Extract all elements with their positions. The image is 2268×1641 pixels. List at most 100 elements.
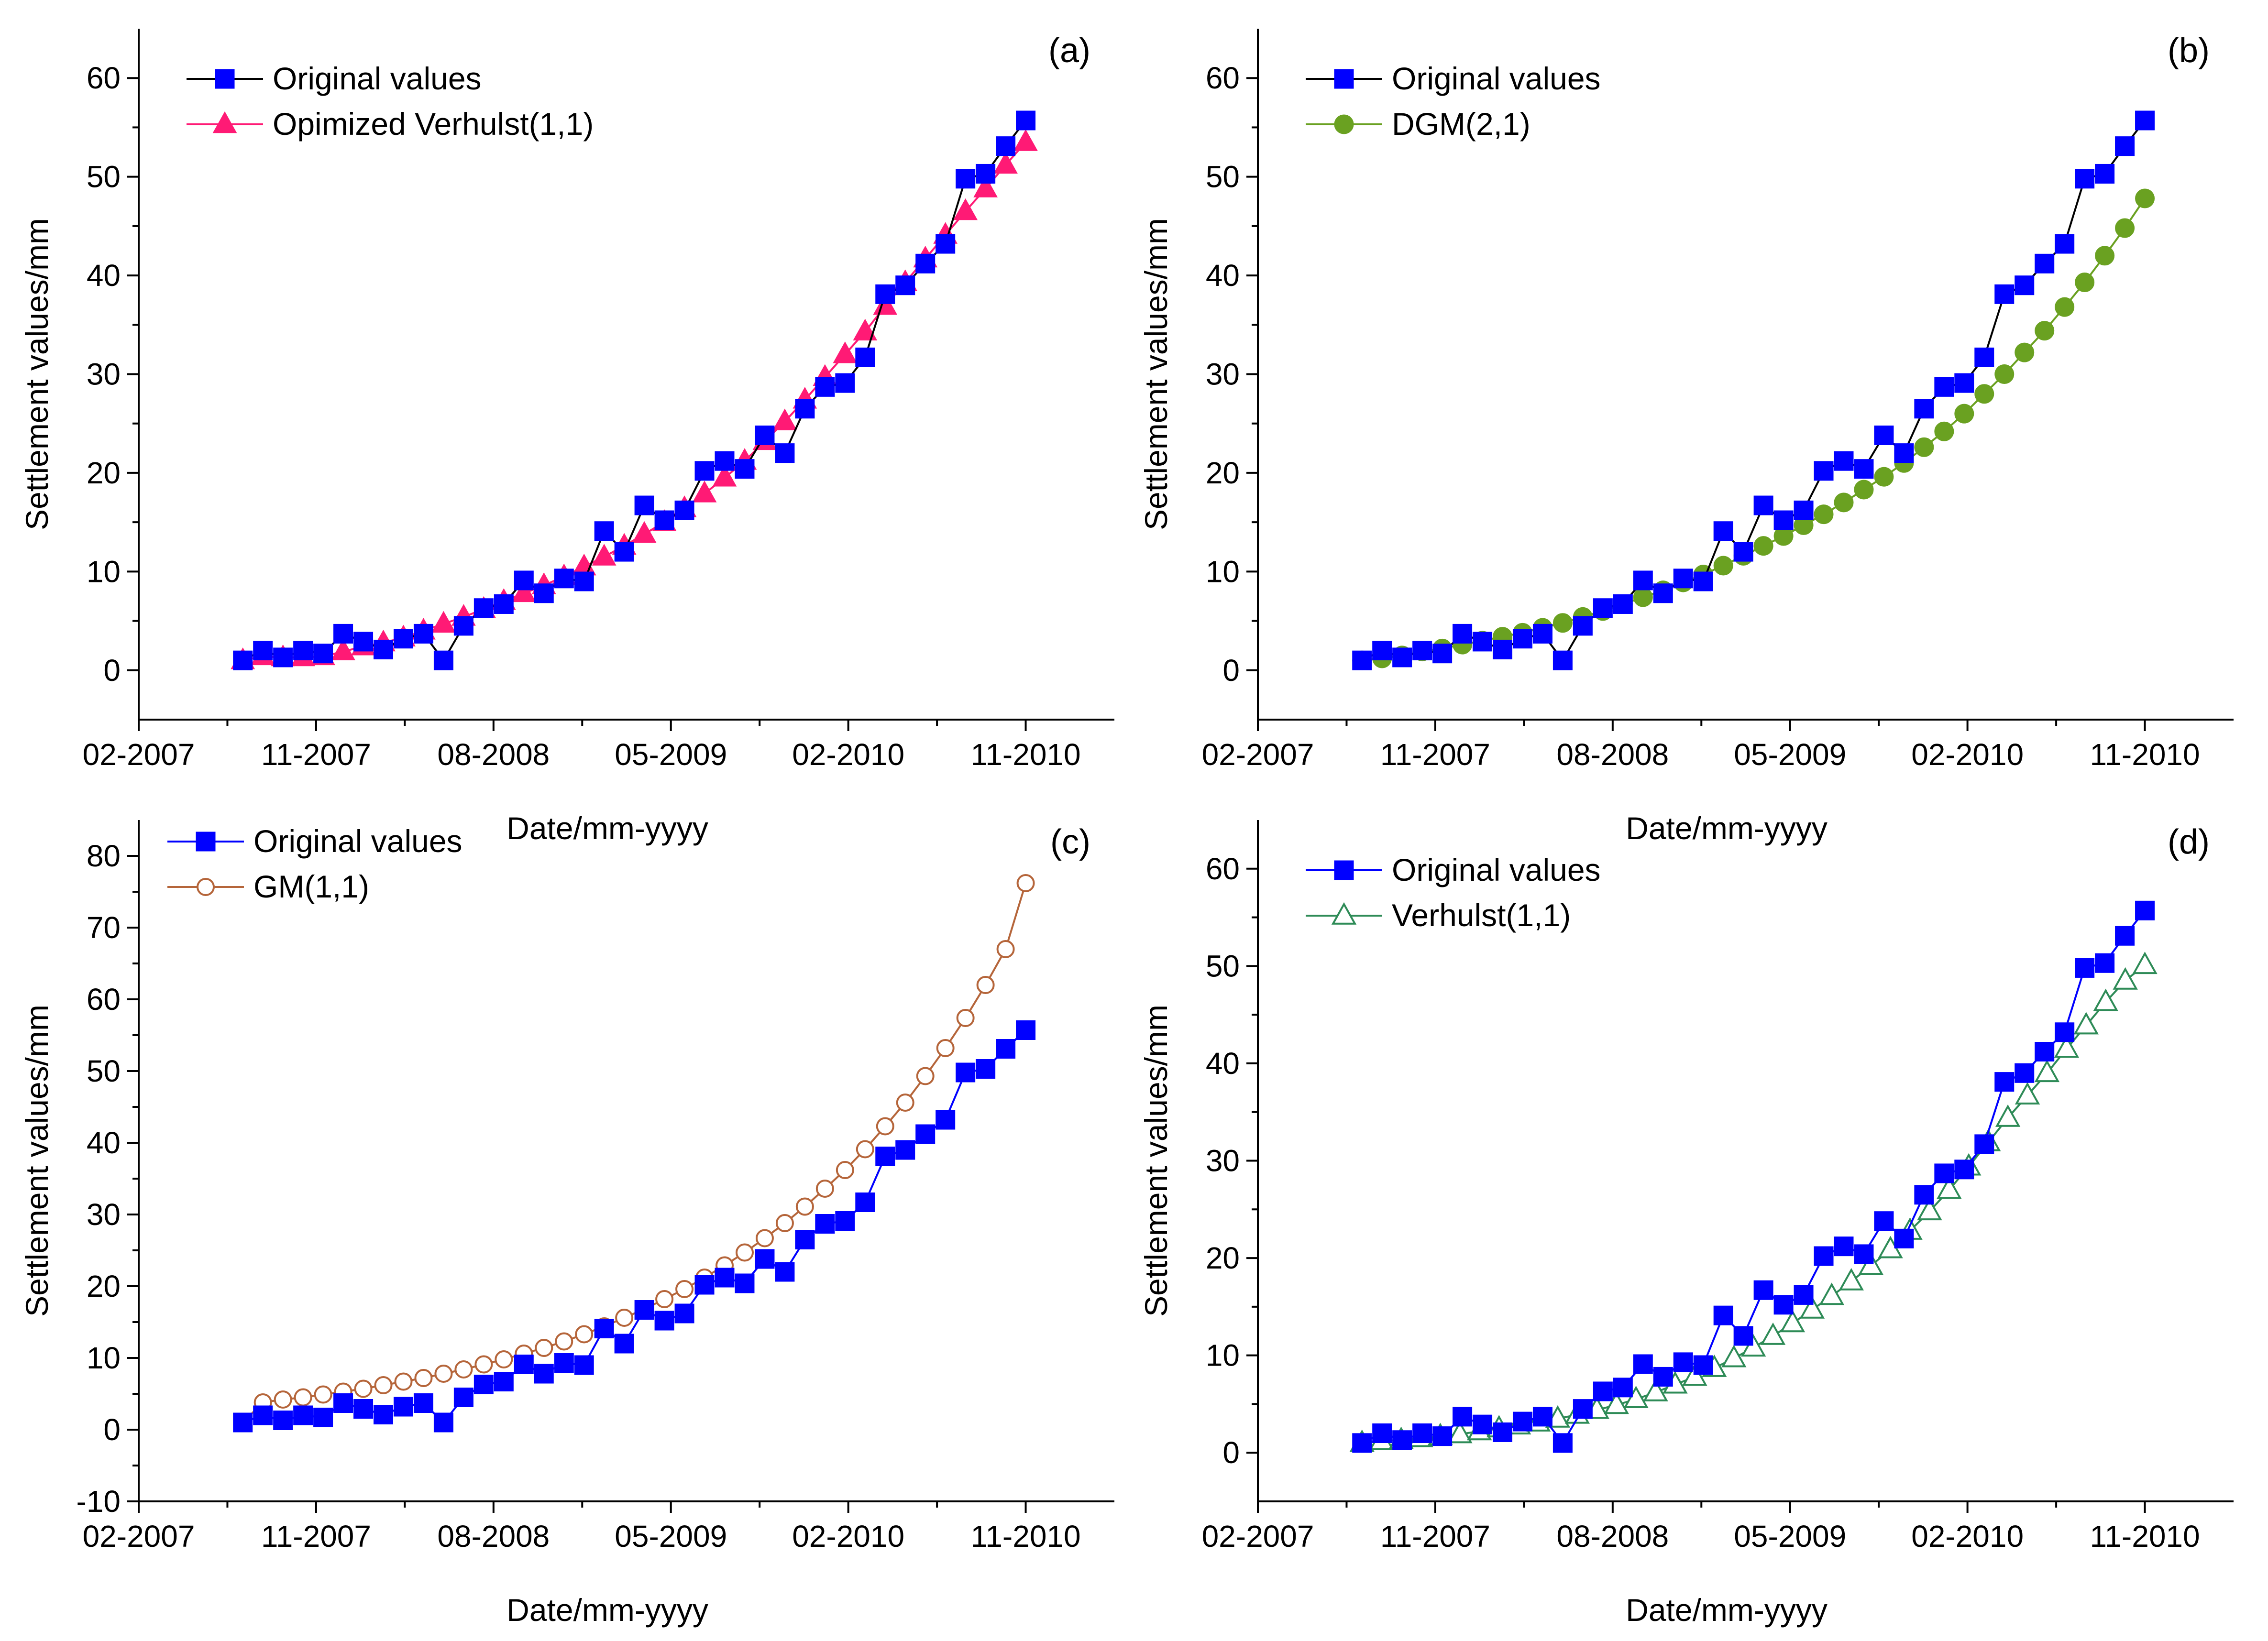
data-point [1917, 1198, 1942, 1221]
y-axis-title: Settlement values/mm [1138, 1005, 1174, 1317]
y-tick-label: 0 [103, 653, 121, 688]
data-point [1552, 650, 1573, 670]
data-point [715, 1268, 735, 1288]
y-tick-label: 50 [87, 1054, 121, 1088]
x-tick-label: 02-2007 [83, 1519, 195, 1553]
y-axis-title: Settlement values/mm [19, 218, 55, 530]
data-point [1613, 594, 1633, 614]
data-point [836, 1161, 854, 1179]
data-point [2115, 136, 2135, 156]
data-point [1974, 347, 1994, 367]
y-tick-label: 20 [1206, 1241, 1240, 1275]
data-point [956, 1062, 976, 1083]
data-point [875, 284, 895, 304]
data-point [1633, 587, 1653, 607]
data-point [1432, 644, 1453, 664]
data-point [936, 1039, 955, 1057]
legend-marker [196, 831, 216, 852]
data-point [1780, 1310, 1806, 1333]
series-line [1362, 197, 2146, 662]
x-tick-label: 11-2010 [2090, 1519, 2200, 1553]
data-point [1740, 1334, 1766, 1357]
data-point [1854, 459, 1874, 479]
x-axis-title: Date/mm-yyyy [506, 1592, 708, 1628]
data-point [1693, 1355, 1713, 1375]
x-tick-label: 11-2007 [261, 1519, 371, 1553]
data-point [594, 521, 614, 541]
data-point [354, 1379, 373, 1398]
data-point [1753, 495, 1773, 515]
data-point [996, 1039, 1016, 1059]
data-point [511, 580, 536, 602]
y-tick-label: 10 [1206, 1338, 1240, 1373]
data-point [694, 461, 715, 481]
data-point [674, 1303, 694, 1324]
series-line [242, 120, 1027, 662]
y-axis-title: Settlement values/mm [19, 1005, 55, 1317]
data-point [853, 318, 878, 341]
data-point [1814, 504, 1834, 525]
x-tick-label: 11-2007 [1380, 1519, 1490, 1553]
data-point [996, 940, 1015, 958]
data-point [1512, 1411, 1532, 1432]
data-point [1934, 377, 1954, 397]
data-point [1894, 443, 1914, 463]
data-point [2035, 321, 2055, 341]
data-point [1453, 624, 1473, 644]
data-point [1392, 647, 1412, 667]
data-point [2035, 1042, 2055, 1061]
y-tick-label: 20 [1206, 456, 1240, 490]
x-tick-label: 02-2010 [1911, 1519, 2024, 1553]
data-point [374, 1376, 393, 1394]
data-point [353, 1399, 374, 1419]
data-point [1874, 467, 1894, 487]
y-tick-label: 60 [1206, 61, 1240, 95]
data-point [795, 1230, 815, 1249]
data-point [1352, 650, 1372, 670]
data-point [313, 644, 333, 664]
data-point [1753, 1280, 1773, 1300]
legend-label: Original values [1392, 61, 1601, 96]
data-point [775, 1214, 794, 1232]
series-line [242, 883, 1027, 1423]
data-point [614, 542, 634, 562]
data-point [674, 500, 694, 520]
x-tick-label: 11-2010 [970, 737, 1080, 772]
data-point [1604, 1391, 1629, 1414]
legend-marker [212, 111, 237, 133]
x-tick-label: 08-2008 [437, 1519, 550, 1553]
data-point [554, 569, 574, 589]
data-point [2035, 253, 2055, 274]
data-point [414, 1369, 433, 1387]
y-tick-label: 20 [87, 1269, 121, 1303]
legend-label: Original values [1392, 852, 1601, 887]
data-point [755, 1229, 774, 1247]
data-point [2115, 218, 2135, 238]
data-point [835, 1211, 855, 1231]
data-point [1994, 284, 2015, 304]
data-point [2073, 1012, 2099, 1035]
x-tick-label: 08-2008 [1556, 1519, 1669, 1553]
data-point [694, 1275, 715, 1295]
data-point [1372, 1423, 1392, 1443]
y-tick-label: 70 [87, 910, 121, 945]
data-point [956, 1009, 975, 1027]
data-point [413, 1393, 433, 1413]
data-point [1819, 1282, 1845, 1305]
data-point [936, 234, 956, 254]
data-point [1392, 1430, 1412, 1450]
data-point [1934, 1163, 1954, 1183]
data-point [1016, 110, 1036, 131]
y-tick-label: 0 [103, 1412, 121, 1447]
data-point [514, 1355, 534, 1374]
data-point [1447, 1421, 1473, 1444]
data-point [313, 1408, 333, 1427]
data-point [815, 1214, 835, 1234]
x-tick-label: 05-2009 [615, 737, 727, 772]
data-point [632, 521, 657, 543]
y-tick-label: 30 [1206, 1144, 1240, 1178]
data-point [895, 275, 915, 295]
y-tick-label: -10 [77, 1484, 121, 1519]
chart-panel-b: 02-2007 11-2007 08-2008 05-2009 02-2010 11-20… [1138, 29, 2234, 846]
series-original-values [1352, 110, 2155, 670]
